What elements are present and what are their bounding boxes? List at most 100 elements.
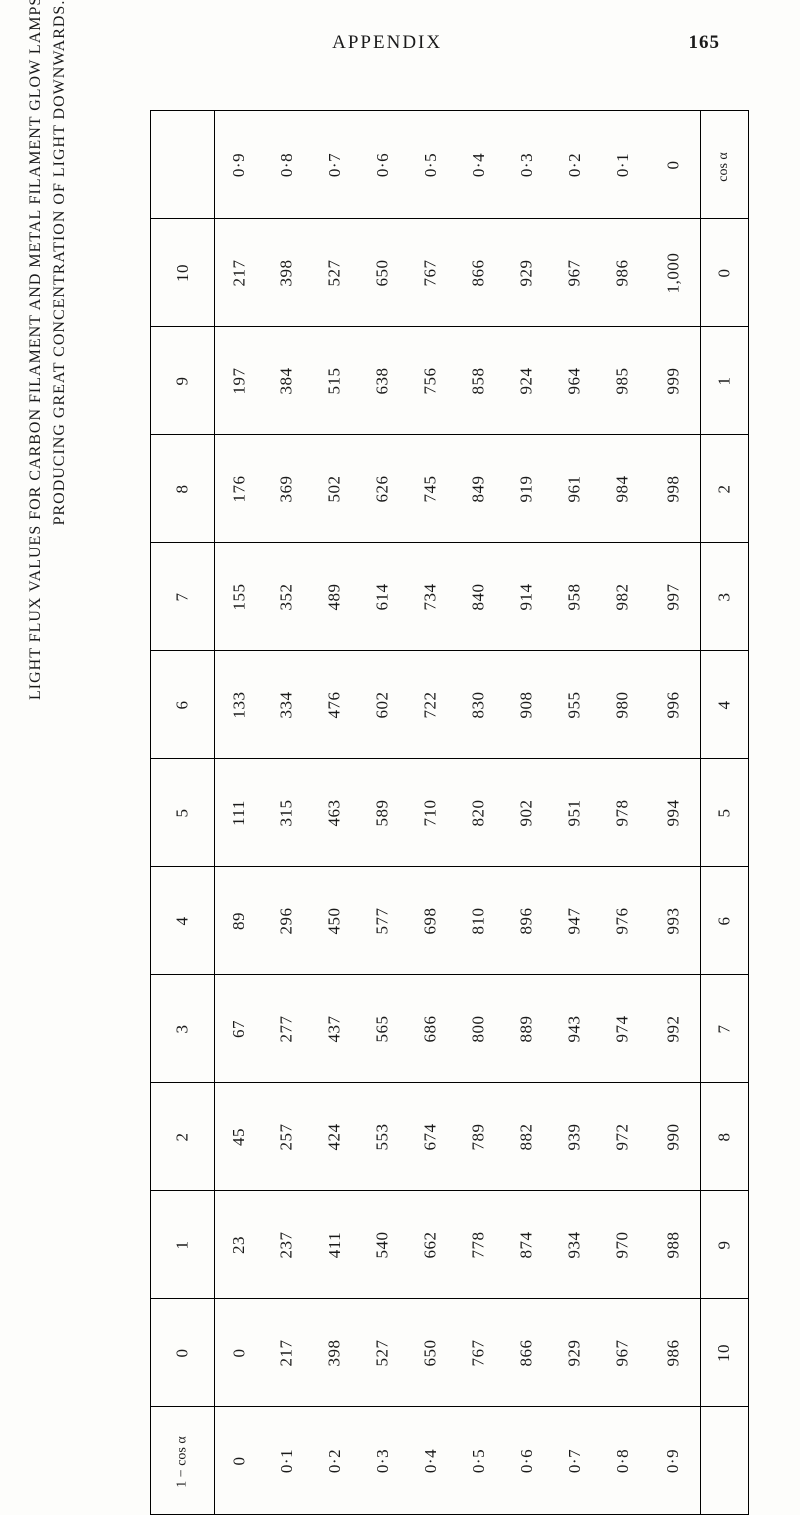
r10c1: 398 [263,219,311,327]
page-number: 165 [688,32,720,54]
r3c7: 943 [551,975,599,1083]
r1c8: 970 [599,1191,647,1299]
r1c4: 662 [407,1191,455,1299]
r1c5: 778 [455,1191,503,1299]
r4c9: 993 [647,867,700,975]
r0c3: 527 [359,1299,407,1407]
rowhead-10: 10 [151,219,215,327]
r5c5: 820 [455,759,503,867]
right-0: 10 [700,1299,748,1407]
right-top-label: cos α [700,111,748,219]
table-caption: TABLE XXVI. LIGHT FLUX VALUES FOR CARBON… [24,0,72,700]
r8c5: 849 [455,435,503,543]
r2c3: 553 [359,1083,407,1191]
r10c9: 1,000 [647,219,700,327]
r0c2: 398 [311,1299,359,1407]
r9c9: 999 [647,327,700,435]
r8c6: 919 [503,435,551,543]
right-2: 8 [700,1083,748,1191]
r0c0: 0 [215,1299,263,1407]
ftr-5: 0·5 [455,1407,503,1515]
r4c7: 947 [551,867,599,975]
r6c8: 980 [599,651,647,759]
r10c5: 866 [455,219,503,327]
r4c3: 577 [359,867,407,975]
r6c2: 476 [311,651,359,759]
right-7: 3 [700,543,748,651]
r6c0: 133 [215,651,263,759]
hdr-3: 0·6 [359,111,407,219]
hdr-1: 0·8 [263,111,311,219]
r7c0: 155 [215,543,263,651]
r7c4: 734 [407,543,455,651]
hdr-0: 0·9 [215,111,263,219]
ftr-6: 0·6 [503,1407,551,1515]
rowhead-6: 6 [151,651,215,759]
r2c5: 789 [455,1083,503,1191]
rowhead-9: 9 [151,327,215,435]
r8c1: 369 [263,435,311,543]
r5c9: 994 [647,759,700,867]
r6c3: 602 [359,651,407,759]
r8c7: 961 [551,435,599,543]
data-table: 0·9 0·8 0·7 0·6 0·5 0·4 0·3 0·2 0·1 0 co… [150,110,749,1515]
r5c3: 589 [359,759,407,867]
r10c8: 986 [599,219,647,327]
r1c9: 988 [647,1191,700,1299]
caption-line-1: LIGHT FLUX VALUES FOR CARBON FILAMENT AN… [24,0,48,700]
r2c1: 257 [263,1083,311,1191]
header-spacer [80,32,86,54]
r10c0: 217 [215,219,263,327]
r7c9: 997 [647,543,700,651]
hdr-8: 0·1 [599,111,647,219]
r8c3: 626 [359,435,407,543]
r5c4: 710 [407,759,455,867]
r7c1: 352 [263,543,311,651]
r0c6: 866 [503,1299,551,1407]
right-4: 6 [700,867,748,975]
r9c3: 638 [359,327,407,435]
r2c2: 424 [311,1083,359,1191]
r3c9: 992 [647,975,700,1083]
r0c1: 217 [263,1299,311,1407]
r6c5: 830 [455,651,503,759]
r10c2: 527 [311,219,359,327]
right-5: 5 [700,759,748,867]
r3c0: 67 [215,975,263,1083]
rowhead-footer: 1 − cos α [151,1407,215,1515]
r4c8: 976 [599,867,647,975]
r7c8: 982 [599,543,647,651]
r5c1: 315 [263,759,311,867]
r8c4: 745 [407,435,455,543]
r3c3: 565 [359,975,407,1083]
r6c4: 722 [407,651,455,759]
ftr-2: 0·2 [311,1407,359,1515]
r10c4: 767 [407,219,455,327]
right-1: 9 [700,1191,748,1299]
right-8: 2 [700,435,748,543]
r1c1: 237 [263,1191,311,1299]
r9c1: 384 [263,327,311,435]
r5c7: 951 [551,759,599,867]
r8c8: 984 [599,435,647,543]
hdr-6: 0·3 [503,111,551,219]
ftr-8: 0·8 [599,1407,647,1515]
r5c0: 111 [215,759,263,867]
r9c0: 197 [215,327,263,435]
r1c7: 934 [551,1191,599,1299]
table-label: TABLE XXVI. [0,202,2,322]
rowhead-8: 8 [151,435,215,543]
r6c7: 955 [551,651,599,759]
r1c2: 411 [311,1191,359,1299]
r2c8: 972 [599,1083,647,1191]
right-6: 4 [700,651,748,759]
r4c6: 896 [503,867,551,975]
r8c2: 502 [311,435,359,543]
r3c4: 686 [407,975,455,1083]
ftr-7: 0·7 [551,1407,599,1515]
r3c1: 277 [263,975,311,1083]
r5c6: 902 [503,759,551,867]
r9c6: 924 [503,327,551,435]
r5c2: 463 [311,759,359,867]
r6c9: 996 [647,651,700,759]
